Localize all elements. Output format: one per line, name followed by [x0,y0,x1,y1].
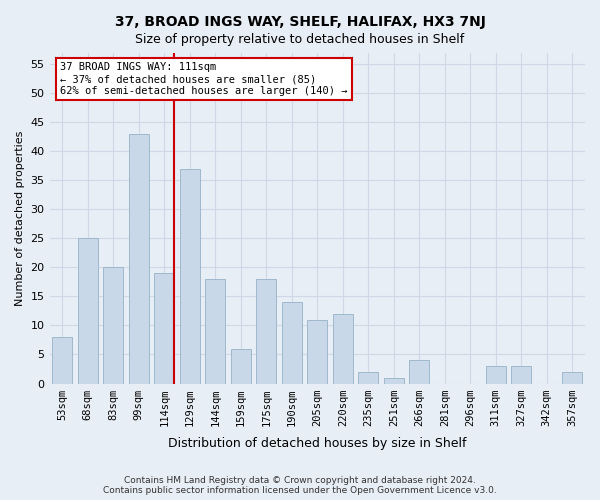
Text: 37, BROAD INGS WAY, SHELF, HALIFAX, HX3 7NJ: 37, BROAD INGS WAY, SHELF, HALIFAX, HX3 … [115,15,485,29]
Bar [281,302,302,384]
Text: 37 BROAD INGS WAY: 111sqm
← 37% of detached houses are smaller (85)
62% of semi-: 37 BROAD INGS WAY: 111sqm ← 37% of detac… [60,62,348,96]
Text: Contains HM Land Registry data © Crown copyright and database right 2024.
Contai: Contains HM Land Registry data © Crown c… [103,476,497,495]
Bar [307,320,328,384]
Bar [332,314,353,384]
Bar [179,168,200,384]
Text: Size of property relative to detached houses in Shelf: Size of property relative to detached ho… [136,32,464,46]
Bar [256,279,277,384]
Bar [154,273,175,384]
Bar [409,360,430,384]
Bar [511,366,532,384]
Bar [103,268,124,384]
Bar [358,372,379,384]
Bar [52,337,73,384]
Bar [562,372,583,384]
Bar [383,378,404,384]
Bar [485,366,506,384]
Y-axis label: Number of detached properties: Number of detached properties [15,130,25,306]
Bar [230,348,251,384]
X-axis label: Distribution of detached houses by size in Shelf: Distribution of detached houses by size … [168,437,467,450]
Bar [77,238,98,384]
Bar [205,279,226,384]
Bar [128,134,149,384]
